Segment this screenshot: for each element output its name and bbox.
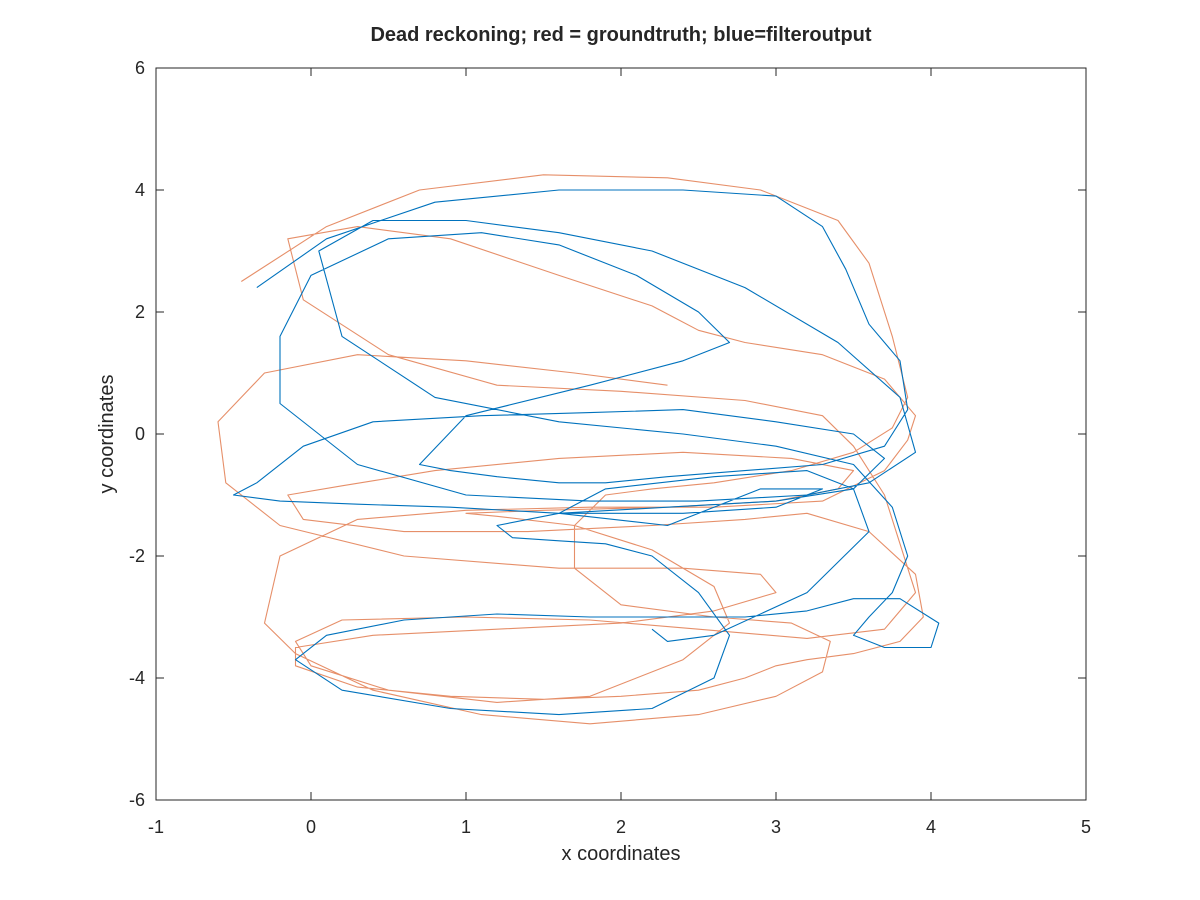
x-tick-label: 1 <box>461 817 471 837</box>
x-tick-label: 3 <box>771 817 781 837</box>
series-layer <box>217 174 940 725</box>
plot-area: -1 0 1 2 3 4 5 6 4 2 0 -2 -4 -6 <box>129 58 1091 837</box>
y-tick-label: 4 <box>135 180 145 200</box>
series-line-filteroutput <box>232 189 940 716</box>
tick-layer: -1 0 1 2 3 4 5 6 4 2 0 -2 -4 -6 <box>129 58 1091 837</box>
axes-background <box>156 68 1086 800</box>
y-tick-label: -4 <box>129 668 145 688</box>
series-line-groundtruth <box>217 174 924 725</box>
y-tick-label: -2 <box>129 546 145 566</box>
y-axis-label: y coordinates <box>96 375 118 494</box>
y-tick-label: 2 <box>135 302 145 322</box>
y-tick-label: -6 <box>129 790 145 810</box>
x-tick-label: -1 <box>148 817 164 837</box>
y-tick-label: 6 <box>135 58 145 78</box>
x-tick-label: 2 <box>616 817 626 837</box>
chart-title: Dead reckoning; red = groundtruth; blue=… <box>370 24 871 46</box>
y-tick-label: 0 <box>135 424 145 444</box>
x-tick-label: 0 <box>306 817 316 837</box>
x-tick-label: 5 <box>1081 817 1091 837</box>
x-tick-label: 4 <box>926 817 936 837</box>
x-axis-label: x coordinates <box>562 843 681 865</box>
